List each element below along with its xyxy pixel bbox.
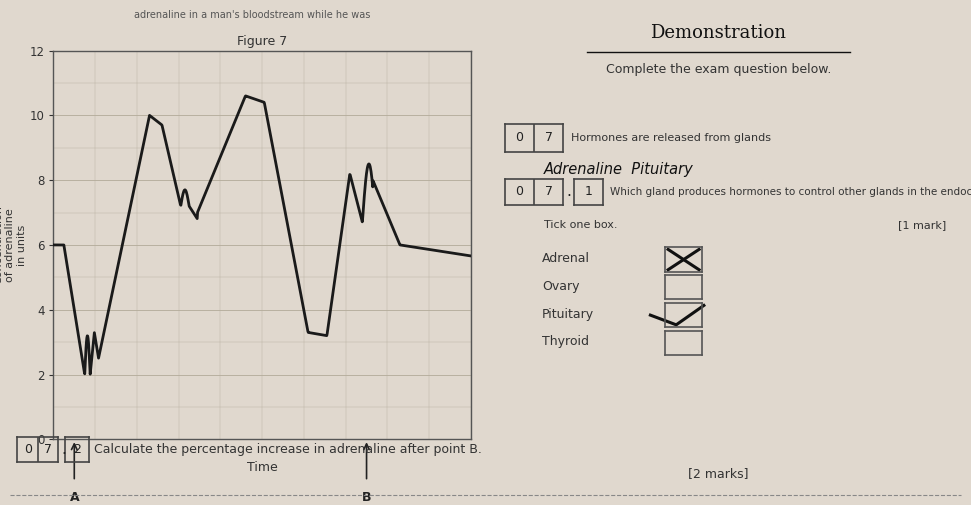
Text: 7: 7 xyxy=(44,443,52,456)
Text: A: A xyxy=(70,491,79,504)
Text: 0: 0 xyxy=(516,131,523,144)
Text: .: . xyxy=(566,184,571,199)
Title: Figure 7: Figure 7 xyxy=(237,35,287,48)
Y-axis label: Concentration
of adrenaline
in units: Concentration of adrenaline in units xyxy=(0,206,26,284)
Text: Demonstration: Demonstration xyxy=(651,24,787,42)
Text: 7: 7 xyxy=(545,131,552,144)
Text: [2 marks]: [2 marks] xyxy=(688,467,749,480)
Text: Time: Time xyxy=(247,461,278,474)
Text: 2: 2 xyxy=(73,443,82,456)
Text: 0: 0 xyxy=(516,185,523,198)
Text: 0: 0 xyxy=(23,443,32,456)
Text: Ovary: Ovary xyxy=(542,280,580,293)
Text: adrenaline in a man's bloodstream while he was: adrenaline in a man's bloodstream while … xyxy=(134,10,371,20)
Text: [1 mark]: [1 mark] xyxy=(898,220,947,230)
Text: Tick one box.: Tick one box. xyxy=(544,220,618,230)
Text: Pituitary: Pituitary xyxy=(542,308,594,321)
Text: 7: 7 xyxy=(545,185,552,198)
Text: Complete the exam question below.: Complete the exam question below. xyxy=(606,63,831,76)
Text: .: . xyxy=(61,442,66,457)
Text: Adrenaline  Pituitary: Adrenaline Pituitary xyxy=(544,162,693,177)
Text: Thyroid: Thyroid xyxy=(542,335,588,348)
Text: Adrenal: Adrenal xyxy=(542,252,589,265)
Text: Which gland produces hormones to control other glands in the endocrine system?: Which gland produces hormones to control… xyxy=(610,187,971,197)
Text: B: B xyxy=(362,491,371,504)
Text: Calculate the percentage increase in adrenaline after point B.: Calculate the percentage increase in adr… xyxy=(94,443,482,456)
Text: Hormones are released from glands: Hormones are released from glands xyxy=(571,133,771,143)
Text: 1: 1 xyxy=(585,185,592,198)
